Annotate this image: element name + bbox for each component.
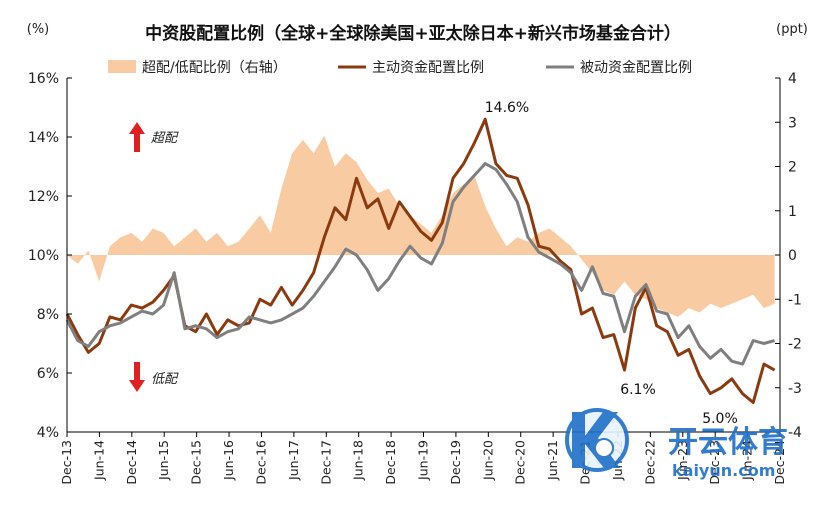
y-right-tick-label: -1 [788, 292, 802, 308]
underweight-label: 低配 [151, 372, 179, 387]
legend-passive-label: 被动资金配置比例 [580, 60, 692, 76]
x-tick-label: Dec-20 [513, 440, 528, 485]
left-unit-label: (%) [27, 22, 50, 37]
x-tick-label: Jun-17 [286, 440, 301, 481]
x-tick-label: Dec-17 [318, 440, 333, 485]
x-tick-label: Dec-16 [253, 440, 268, 485]
x-tick-label: Dec-22 [642, 440, 657, 485]
peak-annotation: 14.6% [485, 100, 529, 116]
x-tick-label: Jun-19 [416, 440, 431, 481]
low-annotation: 5.0% [702, 411, 738, 427]
annotations: 超配 低配 14.6% 6.1% 5.0% [129, 100, 738, 427]
y-left-tick-label: 4% [37, 425, 59, 441]
y-left-tick-label: 8% [37, 307, 59, 323]
overweight-label: 超配 [151, 131, 179, 146]
legend-active-label: 主动资金配置比例 [372, 60, 484, 76]
x-tick-label: Jun-20 [480, 440, 495, 481]
chart-title: 中资股配置比例（全球+全球除美国+亚太除日本+新兴市场基金合计） [145, 23, 681, 44]
x-tick-label: Jun-14 [91, 440, 106, 481]
y-left-tick-label: 12% [28, 189, 59, 205]
legend: 超配/低配比例（右轴） 主动资金配置比例 被动资金配置比例 [108, 60, 692, 76]
svg-text:kaiyun.com: kaiyun.com [672, 461, 775, 480]
y-left-tick-label: 16% [28, 71, 59, 87]
overweight-arrow-icon [129, 122, 145, 152]
legend-area-label: 超配/低配比例（右轴） [142, 60, 287, 76]
x-tick-label: Dec-13 [59, 440, 74, 485]
y-right-tick-label: -3 [788, 381, 802, 397]
x-tick-label: Dec-18 [383, 440, 398, 485]
y-left-tick-label: 6% [37, 366, 59, 382]
y-right-tick-label: 4 [788, 71, 797, 87]
y-right-tick-label: 0 [788, 248, 797, 264]
axes: 4% 6% 8% 10% 12% 14% 16% -4 -3 -2 -1 0 1 2 3 4 Dec-13 Jun… [28, 71, 802, 485]
y-left-tick-label: 10% [28, 248, 59, 264]
legend-area-swatch [108, 60, 136, 73]
x-tick-label: Jun-21 [545, 440, 560, 481]
series-overweight-area [67, 135, 775, 317]
x-tick-label: Dec-23 [707, 440, 722, 485]
y-right-tick-label: 3 [788, 115, 797, 131]
watermark-logo: 开云体育 kaiyun.com [565, 408, 788, 480]
series-passive-line [65, 162, 775, 366]
x-tick-label: Jun-16 [221, 440, 236, 481]
svg-text:开云体育: 开云体育 [668, 425, 788, 460]
y-right-tick-label: -2 [788, 337, 802, 353]
x-tick-label: Jun-18 [351, 440, 366, 481]
x-tick-label: Jun-23 [675, 440, 690, 481]
y-right-tick-label: 2 [788, 160, 797, 176]
right-unit-label: (ppt) [776, 22, 808, 37]
plot-area [65, 117, 776, 404]
mid-low-annotation: 6.1% [620, 382, 656, 398]
x-tick-label: Dec-14 [124, 440, 139, 485]
x-tick-label: Dec-15 [189, 440, 204, 485]
x-tick-label: Jun-15 [156, 440, 171, 481]
x-tick-label: Jun-24 [740, 440, 755, 481]
underweight-arrow-icon [129, 362, 145, 392]
x-tick-label: Dec-24 [772, 440, 787, 485]
y-right-tick-label: -4 [788, 425, 802, 441]
y-left-tick-label: 14% [28, 130, 59, 146]
y-right-tick-label: 1 [788, 204, 797, 220]
x-tick-label: Dec-19 [448, 440, 463, 485]
